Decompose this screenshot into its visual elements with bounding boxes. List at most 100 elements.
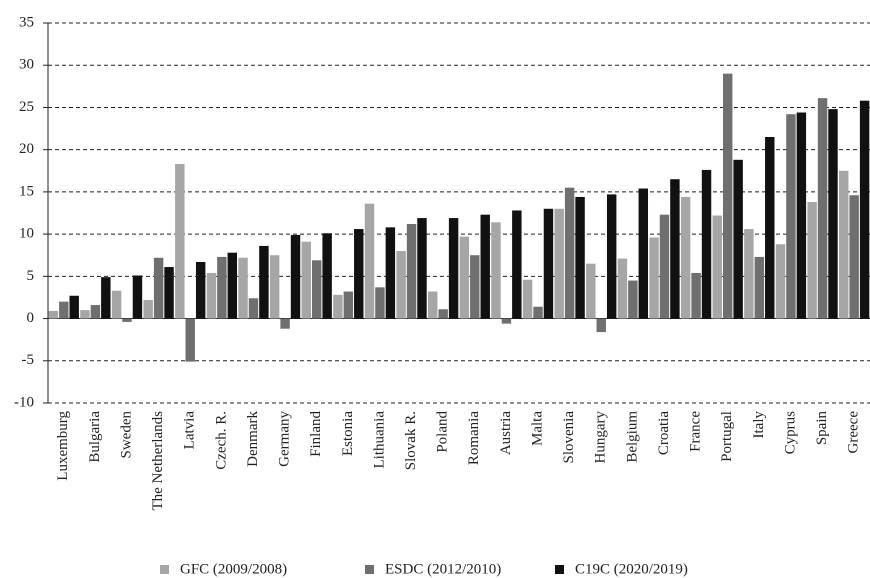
bar (649, 237, 659, 319)
bar (533, 306, 543, 319)
y-tick-label: 35 (19, 14, 34, 30)
x-tick-label: Austria (498, 411, 514, 456)
bar (217, 256, 227, 319)
bar (744, 229, 754, 319)
x-tick-label: Lithuania (371, 411, 387, 469)
bar (828, 109, 838, 319)
bar (343, 291, 354, 319)
bar (80, 310, 90, 319)
bar (69, 295, 79, 319)
bar (839, 170, 849, 319)
bar (807, 202, 817, 319)
bar (269, 255, 280, 319)
bar (512, 210, 522, 319)
bar (596, 318, 606, 333)
bar (817, 98, 828, 319)
y-tick-label: 20 (19, 141, 34, 157)
bar (659, 214, 670, 319)
bar (628, 280, 638, 319)
x-tick-label: Slovak R. (403, 411, 419, 470)
x-tick-label: Latvia (182, 411, 198, 450)
bar (385, 227, 396, 319)
x-tick-label: France (688, 411, 704, 452)
bar (364, 203, 375, 319)
bar (522, 279, 533, 319)
bar (617, 258, 628, 319)
bar (448, 218, 459, 319)
x-tick-label: Czech. R. (213, 411, 229, 470)
x-tick-label: Finland (308, 411, 324, 457)
bar (459, 236, 470, 319)
legend-label: C19C (2020/2019) (575, 561, 688, 577)
bar (680, 196, 691, 319)
bar (480, 214, 490, 319)
bar (259, 245, 269, 319)
bar (701, 169, 712, 319)
y-tick-label: 0 (27, 310, 35, 326)
bar (796, 112, 807, 319)
bar (406, 223, 417, 319)
bar (132, 275, 143, 319)
bar (354, 229, 364, 319)
legend-swatch (365, 565, 374, 574)
bar (428, 291, 438, 319)
legend-swatch (555, 565, 564, 574)
bar (754, 256, 765, 319)
bar (417, 218, 427, 319)
bar (322, 233, 332, 319)
bar (606, 194, 617, 319)
x-tick-label: Italy (751, 411, 767, 439)
bar (470, 255, 480, 319)
bar (849, 195, 859, 319)
x-tick-label: Cyprus (782, 411, 798, 455)
x-tick-label: Bulgaria (87, 411, 103, 463)
bar (396, 251, 406, 319)
bar (375, 287, 385, 319)
bar (859, 100, 870, 319)
bar (111, 290, 122, 319)
bar (333, 294, 343, 319)
bar (206, 272, 217, 319)
bar (501, 318, 512, 324)
bar (290, 234, 301, 319)
bar (280, 318, 290, 329)
x-tick-label: Estonia (340, 411, 356, 456)
bar (185, 318, 195, 362)
x-tick-label: Luxemburg (55, 411, 71, 481)
x-tick-label: The Netherlands (150, 411, 166, 511)
x-tick-label: Hungary (593, 411, 609, 464)
bar (438, 309, 448, 319)
y-tick-label: -10 (14, 394, 34, 410)
x-tick-label: Germany (277, 411, 293, 467)
x-tick-label: Poland (435, 411, 451, 453)
x-tick-label: Slovenia (561, 411, 577, 464)
y-tick-label: 25 (19, 99, 34, 115)
bar (638, 188, 649, 319)
x-tick-label: Spain (814, 411, 830, 446)
bar (311, 260, 322, 319)
x-tick-label: Denmark (245, 411, 261, 467)
bar (90, 305, 101, 319)
x-tick-label: Belgium (624, 411, 640, 463)
bar (301, 241, 311, 319)
bar (101, 277, 111, 319)
bar (122, 318, 132, 322)
bar (554, 208, 564, 319)
x-tick-label: Portugal (719, 411, 735, 462)
bar (775, 244, 786, 319)
legend-swatch (160, 565, 169, 574)
x-tick-label: Sweden (118, 411, 134, 459)
y-tick-label: 30 (19, 57, 34, 73)
bar (722, 73, 733, 319)
legend-label: GFC (2009/2008) (180, 561, 287, 577)
x-tick-label: Greece (846, 411, 862, 454)
bar (238, 257, 248, 319)
y-tick-label: 15 (19, 183, 34, 199)
bar (48, 310, 59, 319)
bar (765, 137, 775, 319)
bar (712, 215, 722, 319)
bar (691, 272, 701, 319)
bar (227, 252, 238, 319)
bar (586, 263, 596, 319)
